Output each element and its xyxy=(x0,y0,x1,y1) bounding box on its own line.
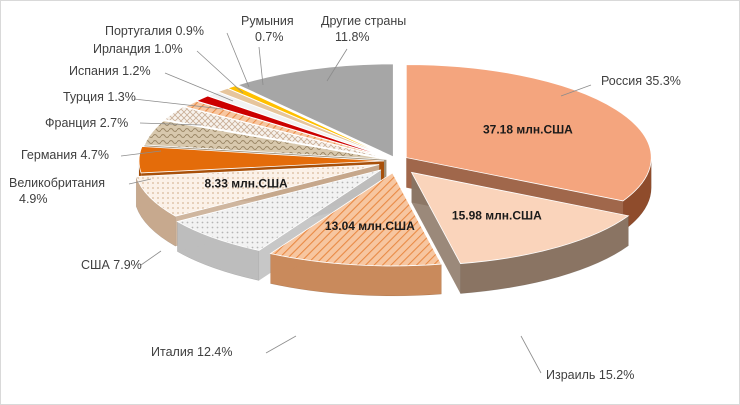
data-label-amount: 37.18 млн.США xyxy=(483,123,573,137)
pie-slice-Франция xyxy=(163,106,388,159)
leader-line xyxy=(139,122,202,126)
category-name: Великобритания xyxy=(9,176,105,190)
data-label-amount: 15.98 млн.США xyxy=(452,209,542,223)
leader-line xyxy=(196,50,244,94)
category-label: Ирландия 1.0% xyxy=(93,42,183,56)
category-percent: 11.8% xyxy=(335,30,370,44)
leader-line xyxy=(326,48,348,82)
category-label: Португалия 0.9% xyxy=(105,24,204,38)
pie-slice-Германия xyxy=(143,120,387,160)
leader-line xyxy=(520,335,542,374)
category-label: Румыния 0.7% xyxy=(241,14,294,44)
leader-line xyxy=(120,150,162,157)
pie-slice-Италия xyxy=(269,172,443,267)
category-name: Румыния xyxy=(241,14,294,28)
category-label: Турция 1.3% xyxy=(63,90,136,104)
pie-slice-wall xyxy=(411,172,461,294)
data-label-amount: 13.04 млн.США xyxy=(325,219,415,233)
category-name: Другие страны xyxy=(321,14,406,28)
category-percent: 0.7% xyxy=(255,30,284,44)
leader-line xyxy=(560,84,592,97)
pie-slice-Израиль xyxy=(410,171,630,264)
category-label: США 7.9% xyxy=(81,258,142,272)
category-label: Великобритания 4.9% xyxy=(9,176,105,206)
leader-line xyxy=(133,98,224,110)
category-percent: 4.9% xyxy=(19,192,48,206)
data-label-amount: 8.33 млн.США xyxy=(205,176,288,190)
leader-line xyxy=(164,72,234,102)
pie-slice-США xyxy=(176,169,382,251)
pie-slice-unlabeled-4 xyxy=(135,164,380,217)
leader-line xyxy=(226,32,250,88)
leader-line xyxy=(258,46,264,86)
leader-line xyxy=(265,335,297,354)
category-label: Италия 12.4% xyxy=(151,345,232,359)
category-label: Испания 1.2% xyxy=(69,64,151,78)
pie-slice-Другие страны xyxy=(236,63,394,158)
category-label: Израиль 15.2% xyxy=(546,368,634,382)
category-label: Франция 2.7% xyxy=(45,116,128,130)
pie-slice-Россия xyxy=(405,64,652,202)
category-label: Германия 4.7% xyxy=(21,148,109,162)
leader-line xyxy=(140,250,162,266)
category-label: Другие страны 11.8% xyxy=(321,14,406,44)
category-label: Россия 35.3% xyxy=(601,74,681,88)
pie-slice-Великобритания xyxy=(138,146,385,174)
leader-line xyxy=(128,178,152,185)
